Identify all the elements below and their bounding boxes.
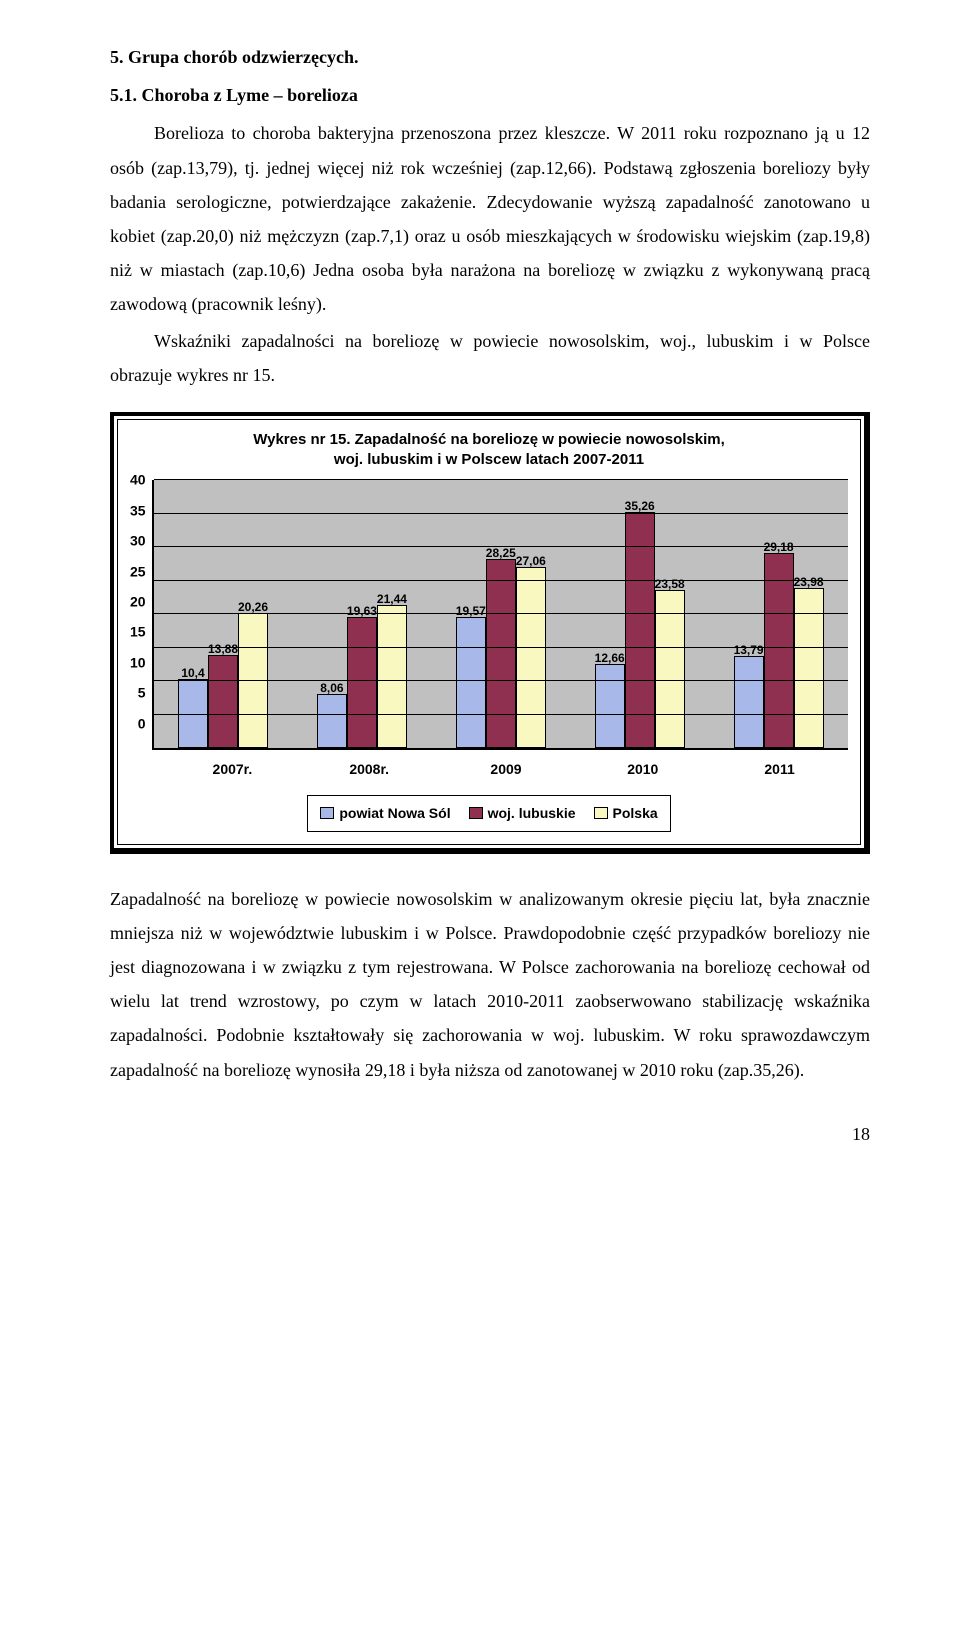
grid-line bbox=[154, 714, 848, 715]
paragraph-3: Zapadalność na boreliozę w powiecie nowo… bbox=[110, 882, 870, 1087]
y-tick: 35 bbox=[130, 498, 146, 525]
bar: 28,25 bbox=[486, 559, 516, 748]
legend-swatch bbox=[594, 807, 608, 819]
x-tick: 2007r. bbox=[164, 756, 301, 783]
bar-group: 12,66 35,26 23,58 bbox=[570, 480, 709, 748]
legend-item: woj. lubuskie bbox=[469, 800, 576, 827]
grid-line bbox=[154, 580, 848, 581]
bar-value-label: 35,26 bbox=[625, 495, 655, 518]
grid-line bbox=[154, 680, 848, 681]
chart-inner: Wykres nr 15. Zapadalność na boreliozę w… bbox=[117, 419, 861, 845]
bar: 19,57 bbox=[456, 617, 486, 748]
bar-value-label: 27,06 bbox=[516, 550, 546, 573]
x-tick: 2008r. bbox=[301, 756, 438, 783]
y-tick: 0 bbox=[138, 710, 146, 737]
legend-label: powiat Nowa Sól bbox=[339, 800, 450, 827]
legend-item: Polska bbox=[594, 800, 658, 827]
legend-label: Polska bbox=[613, 800, 658, 827]
chart-title-line-1: Wykres nr 15. Zapadalność na boreliozę w… bbox=[253, 431, 725, 448]
bar: 13,79 bbox=[734, 656, 764, 748]
chart-title: Wykres nr 15. Zapadalność na boreliozę w… bbox=[130, 430, 848, 471]
bar-value-label: 19,57 bbox=[456, 600, 486, 623]
grid-line bbox=[154, 613, 848, 614]
y-tick: 40 bbox=[130, 467, 146, 494]
bar: 21,44 bbox=[377, 605, 407, 749]
legend-swatch bbox=[469, 807, 483, 819]
bar-value-label: 20,26 bbox=[238, 596, 268, 619]
bar-value-label: 23,98 bbox=[794, 571, 824, 594]
y-tick: 30 bbox=[130, 528, 146, 555]
bar: 12,66 bbox=[595, 664, 625, 749]
legend-label: woj. lubuskie bbox=[488, 800, 576, 827]
bar-value-label: 13,79 bbox=[734, 639, 764, 662]
bar-value-label: 12,66 bbox=[595, 647, 625, 670]
y-axis: 4035302520151050 bbox=[130, 480, 152, 750]
bar-group: 8,0619,6321,44 bbox=[292, 480, 431, 748]
x-tick: 2010 bbox=[574, 756, 711, 783]
y-tick: 5 bbox=[138, 680, 146, 707]
bar-group: 19,5728,2527,06 bbox=[431, 480, 570, 748]
legend-swatch bbox=[320, 807, 334, 819]
bar: 29,18 bbox=[764, 553, 794, 749]
bar: 8,06 bbox=[317, 694, 347, 748]
bar-group: 13,7929,1823,98 bbox=[709, 480, 848, 748]
y-tick: 25 bbox=[130, 558, 146, 585]
bar-value-label: 23,58 bbox=[655, 573, 685, 596]
bar: 13,88 bbox=[208, 655, 238, 748]
bar-value-label: 21,44 bbox=[377, 588, 407, 611]
paragraph-1: Borelioza to choroba bakteryjna przenosz… bbox=[110, 116, 870, 321]
chart-title-line-2: woj. lubuskim i w Polscew latach 2007-20… bbox=[334, 451, 644, 468]
bar: 27,06 bbox=[516, 567, 546, 748]
chart-legend: powiat Nowa Sól woj. lubuskie Polska bbox=[307, 795, 670, 832]
bar: 19,63 bbox=[347, 617, 377, 749]
bar: 23,98 bbox=[794, 588, 824, 749]
x-axis: 2007r.2008r.200920102011 bbox=[164, 756, 848, 783]
x-tick: 2009 bbox=[438, 756, 575, 783]
chart-container: Wykres nr 15. Zapadalność na boreliozę w… bbox=[110, 412, 870, 854]
y-tick: 20 bbox=[130, 589, 146, 616]
section-heading-2: 5.1. Choroba z Lyme – borelioza bbox=[110, 78, 870, 112]
bar-group: 10,413,8820,26 bbox=[154, 480, 293, 748]
plot-area: 10,413,8820,268,0619,6321,4419,5728,2527… bbox=[152, 480, 848, 750]
bar-groups: 10,413,8820,268,0619,6321,4419,5728,2527… bbox=[154, 480, 848, 748]
section-heading-1: 5. Grupa chorób odzwierzęcych. bbox=[110, 40, 870, 74]
grid-line bbox=[154, 546, 848, 547]
paragraph-2: Wskaźniki zapadalności na boreliozę w po… bbox=[110, 324, 870, 392]
legend-item: powiat Nowa Sól bbox=[320, 800, 450, 827]
grid-line bbox=[154, 479, 848, 480]
x-tick: 2011 bbox=[711, 756, 848, 783]
bar-value-label: 13,88 bbox=[208, 638, 238, 661]
grid-line bbox=[154, 513, 848, 514]
bar-value-label: 19,63 bbox=[347, 600, 377, 623]
y-tick: 15 bbox=[130, 619, 146, 646]
grid-line bbox=[154, 647, 848, 648]
page-number: 18 bbox=[110, 1117, 870, 1151]
plot-wrap: 4035302520151050 10,413,8820,268,0619,63… bbox=[130, 480, 848, 750]
y-tick: 10 bbox=[130, 650, 146, 677]
